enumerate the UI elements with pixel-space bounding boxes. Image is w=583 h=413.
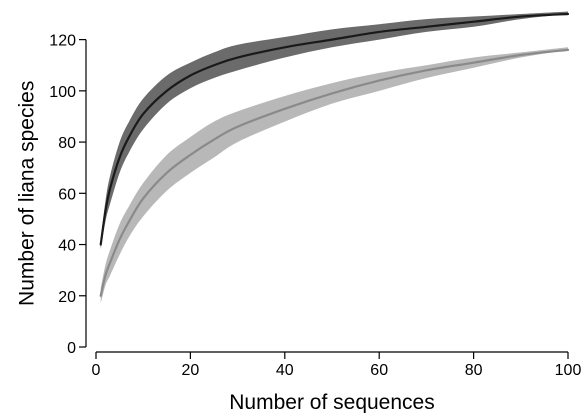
y-tick-label: 80 <box>58 135 76 152</box>
y-tick-label: 20 <box>58 289 76 306</box>
y-tick-label: 60 <box>58 186 76 203</box>
series-2-confidence-band <box>100 47 568 304</box>
x-tick-label: 80 <box>465 362 483 379</box>
x-tick-label: 60 <box>370 362 388 379</box>
y-tick-label: 40 <box>58 238 76 255</box>
plot-area <box>99 11 570 304</box>
y-tick-label: 0 <box>67 340 76 357</box>
y-axis-title: Number of liana species <box>15 81 38 306</box>
y-tick-label: 100 <box>49 84 76 101</box>
x-tick-label: 100 <box>555 362 582 379</box>
series-2-line <box>99 48 570 297</box>
x-axis-title: Number of sequences <box>229 391 434 413</box>
x-ticks: 0 20 40 60 80 100 <box>92 352 582 379</box>
x-tick-label: 0 <box>92 362 101 379</box>
y-tick-label: 120 <box>49 33 76 50</box>
y-ticks: 0 20 40 60 80 100 120 <box>49 33 86 357</box>
series-1-confidence-band <box>100 11 568 250</box>
x-tick-label: 40 <box>276 362 294 379</box>
x-tick-label: 20 <box>182 362 200 379</box>
series-1-line <box>99 12 570 246</box>
